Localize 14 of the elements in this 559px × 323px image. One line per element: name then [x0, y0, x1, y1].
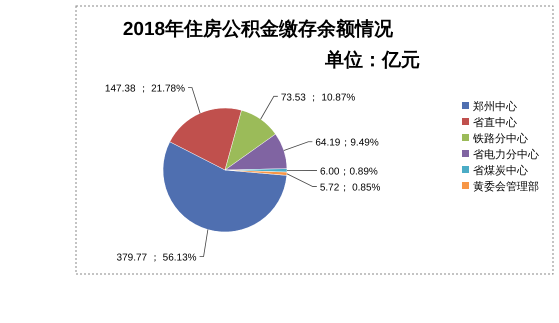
legend-label: 铁路分中心 — [472, 132, 528, 145]
chart-subtitle: 单位：亿元 — [324, 49, 420, 71]
data-label: 64.19；9.49% — [315, 138, 379, 149]
data-label: 73.53 ； 10.87% — [280, 92, 356, 104]
legend-label: 省电力分中心 — [473, 148, 539, 161]
chart-title: 2018年住房公积金缴存余额情况 — [122, 18, 394, 40]
data-label: 5.72； 0.85% — [320, 182, 381, 194]
data-label: 147.38 ； 21.78% — [104, 84, 186, 95]
data-label: 6.00；0.89% — [320, 166, 378, 178]
legend-label: 省煤炭中心 — [473, 164, 528, 177]
legend-label: 省直中心 — [473, 116, 517, 129]
data-label: 379.77 ； 56.13% — [116, 252, 197, 264]
legend-label: 黄委会管理部 — [473, 180, 539, 193]
legend-label: 郑州中心 — [473, 100, 517, 113]
